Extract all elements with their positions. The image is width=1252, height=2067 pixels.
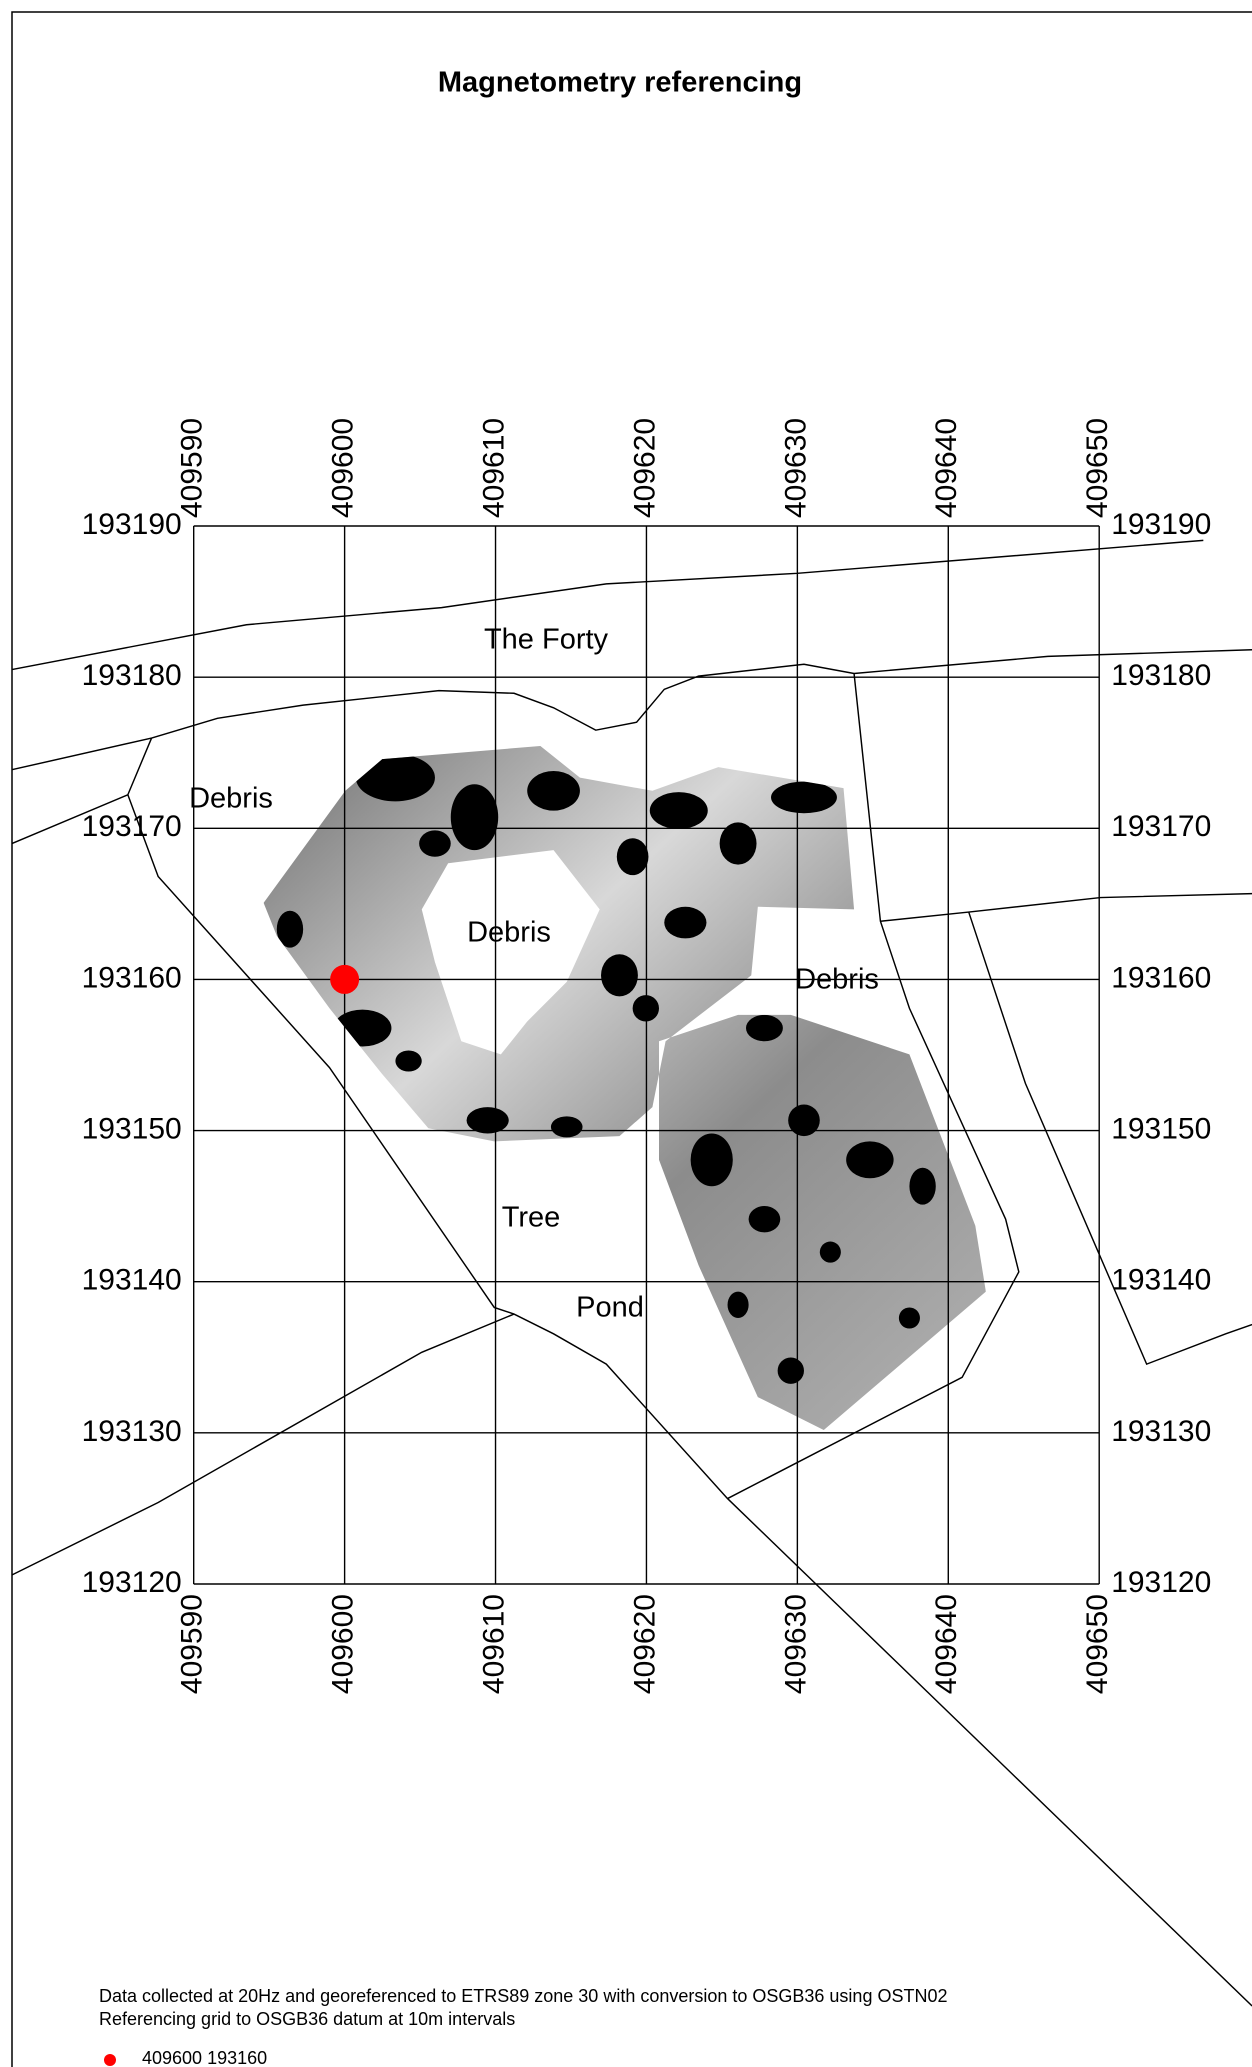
map: Magnetometry referencing 409590 409590 409… [0,0,1252,2067]
northing-label: 193170 [82,810,182,843]
easting-label: 409600 [327,1594,360,1694]
northing-label: 193140 [1111,1264,1211,1297]
northing-label: 193120 [1111,1566,1211,1599]
northing-label: 193160 [1111,961,1211,994]
easting-label: 409610 [477,418,510,518]
easting-label: 409640 [930,1594,963,1694]
place-label: Debris [467,917,551,949]
easting-label: 409600 [327,418,360,518]
northing-label: 193130 [82,1415,182,1448]
northing-label: 193120 [82,1566,182,1599]
northing-label: 193170 [1111,810,1211,843]
place-label: Pond [576,1292,644,1324]
easting-label: 409650 [1081,1594,1114,1694]
place-label: The Forty [484,624,609,656]
easting-label: 409630 [779,418,812,518]
easting-label: 409650 [1081,418,1114,518]
reference-point [330,965,359,994]
northing-label: 193190 [82,508,182,541]
legend-label: 409600 193160 [142,2048,267,2067]
easting-label: 409630 [779,1594,812,1694]
northing-label: 193150 [82,1112,182,1145]
legend-symbol [104,2054,116,2066]
easting-label: 409620 [628,1594,661,1694]
place-label: Tree [502,1202,561,1234]
easting-label: 409590 [176,418,209,518]
northing-label: 193160 [82,961,182,994]
northing-label: 193190 [1111,508,1211,541]
northing-label: 193150 [1111,1112,1211,1145]
northing-label: 193180 [1111,659,1211,692]
easting-label: 409640 [930,418,963,518]
easting-label: 409590 [176,1594,209,1694]
title: Magnetometry referencing [438,67,802,99]
northing-label: 193130 [1111,1415,1211,1448]
northing-label: 193180 [82,659,182,692]
place-label: Debris [795,964,879,996]
note: Data collected at 20Hz and georeferenced… [99,1986,947,2006]
note: Referencing grid to OSGB36 datum at 10m … [99,2009,515,2029]
easting-label: 409610 [477,1594,510,1694]
boundaries [12,540,1252,2006]
northing-label: 193140 [82,1264,182,1297]
raster [12,540,1252,2006]
place-label: Debris [189,783,273,815]
easting-label: 409620 [628,418,661,518]
